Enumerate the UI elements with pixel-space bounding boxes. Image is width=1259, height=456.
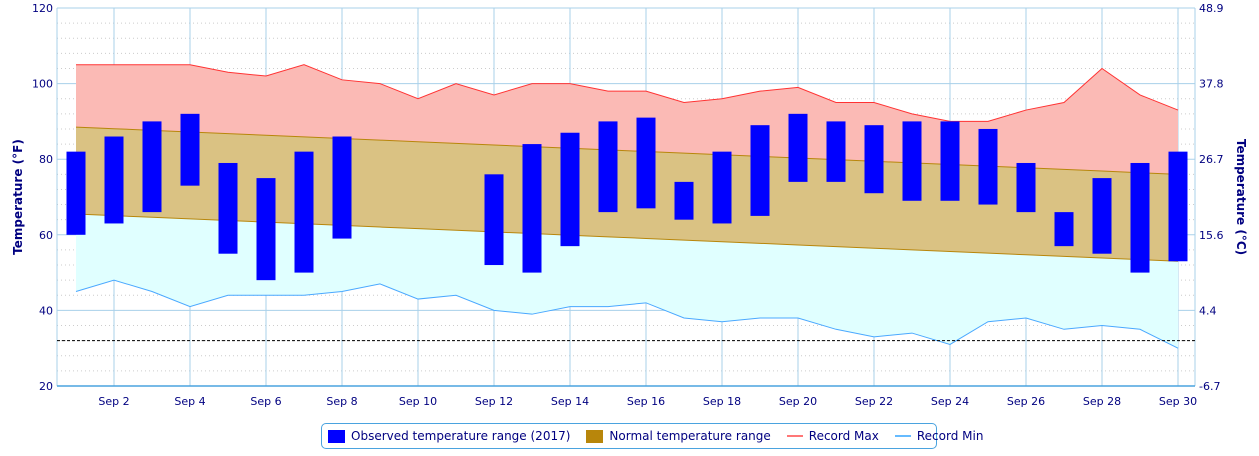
- y-tick-label-right: 48.9: [1199, 2, 1224, 15]
- y-tick-label: 120: [32, 2, 53, 15]
- observed-bar: [66, 151, 86, 235]
- observed-bar: [1168, 151, 1188, 262]
- legend-label: Normal temperature range: [609, 429, 771, 443]
- y-tick-label-right: 26.7: [1199, 153, 1224, 166]
- x-tick-label: Sep 6: [250, 395, 281, 408]
- observed-bar: [142, 121, 162, 213]
- x-tick-label: Sep 26: [1007, 395, 1045, 408]
- legend-item-observed[interactable]: Observed temperature range (2017): [328, 429, 570, 443]
- observed-bar: [484, 174, 504, 266]
- x-tick-label: Sep 18: [703, 395, 741, 408]
- observed-bar: [294, 151, 314, 273]
- observed-bar: [1016, 162, 1036, 213]
- x-tick-label: Sep 22: [855, 395, 893, 408]
- observed-bar: [940, 121, 960, 201]
- y-tick-label-right: -6.7: [1199, 380, 1220, 393]
- legend-item-normal[interactable]: Normal temperature range: [586, 429, 771, 443]
- x-tick-label: Sep 12: [475, 395, 513, 408]
- y-tick-label-right: 37.8: [1199, 78, 1224, 91]
- x-tick-label: Sep 24: [931, 395, 969, 408]
- record-min-area: [76, 214, 1178, 349]
- observed-bar: [104, 136, 124, 224]
- observed-bar: [522, 144, 542, 273]
- legend-label: Record Min: [916, 429, 984, 443]
- y-axis-title-right: Temperature (°C): [1234, 139, 1248, 255]
- observed-bar: [750, 125, 770, 216]
- x-tick-label: Sep 8: [326, 395, 357, 408]
- observed-bar: [674, 181, 694, 220]
- observed-bar: [788, 113, 808, 182]
- x-tick-label: Sep 2: [98, 395, 129, 408]
- legend-item-record-max[interactable]: Record Max: [786, 429, 879, 443]
- observed-bar: [218, 162, 238, 254]
- x-tick-label: Sep 16: [627, 395, 665, 408]
- observed-bar: [1092, 178, 1112, 254]
- x-tick-label: Sep 30: [1159, 395, 1197, 408]
- observed-bar: [560, 132, 580, 247]
- x-tick-label: Sep 4: [174, 395, 205, 408]
- observed-bar: [902, 121, 922, 201]
- y-tick-label: 40: [39, 304, 53, 317]
- legend-label: Observed temperature range (2017): [351, 429, 571, 443]
- record-min-line: [75, 279, 1179, 349]
- observed-bar: [712, 151, 732, 224]
- y-axis-title-left: Temperature (°F): [11, 139, 25, 255]
- observed-bar: [598, 121, 618, 213]
- plot-area: 20 -6.7 40 4.4 60 15.6 80 26.7 100 37.8 120 48.9 Sep…: [11, 2, 1248, 408]
- observed-bar: [864, 125, 884, 194]
- observed-bar: [1130, 162, 1150, 273]
- x-tick-label: Sep 20: [779, 395, 817, 408]
- legend-item-record-min[interactable]: Record Min: [894, 429, 984, 443]
- observed-bar: [636, 117, 656, 209]
- y-tick-label: 100: [32, 78, 53, 91]
- observed-bar: [826, 121, 846, 182]
- observed-bar: [332, 136, 352, 239]
- observed-bar: [1054, 212, 1074, 247]
- y-tick-label-right: 15.6: [1199, 229, 1224, 242]
- y-tick-label: 80: [39, 153, 53, 166]
- y-tick-label: 60: [39, 229, 53, 242]
- y-tick-label: 20: [39, 380, 53, 393]
- x-tick-label: Sep 28: [1083, 395, 1121, 408]
- legend: Observed temperature range (2017) Normal…: [321, 423, 983, 449]
- x-tick-label: Sep 14: [551, 395, 589, 408]
- observed-bar: [256, 178, 276, 281]
- legend-label: Record Max: [808, 429, 879, 443]
- y-tick-label-right: 4.4: [1199, 304, 1217, 317]
- observed-bar: [978, 128, 998, 205]
- x-tick-label: Sep 10: [399, 395, 437, 408]
- observed-bar: [180, 113, 200, 186]
- record-max-line: [76, 64, 1179, 122]
